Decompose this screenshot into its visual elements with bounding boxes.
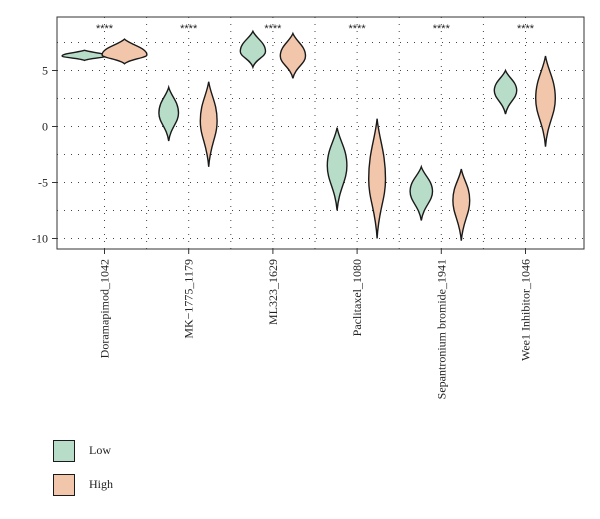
violin-low (61, 49, 108, 62)
violin-high (101, 38, 148, 65)
significance-label: **** (349, 23, 367, 35)
violin-low (158, 84, 180, 142)
x-tick-label: MK−1775_1179 (182, 259, 196, 339)
x-tick-label: Paclitaxel_1080 (350, 259, 364, 336)
significance-label: **** (180, 23, 198, 35)
x-tick-label: Sepantronium bromide_1941 (434, 259, 448, 399)
violins (61, 29, 557, 241)
legend-item-high: High (53, 474, 193, 498)
significance-label: **** (264, 23, 282, 35)
significance-label: **** (96, 23, 114, 35)
y-axis: 5 0 -5 -10 (32, 64, 57, 246)
x-tick-label: Doramapimod_1042 (98, 259, 112, 358)
y-tick-label: -10 (32, 232, 48, 246)
violin-chart: 5 0 -5 -10 **** **** **** **** **** **** Doramap… (32, 16, 585, 399)
violin-high (367, 118, 387, 239)
legend-swatch-high (53, 474, 75, 496)
legend-label-low: Low (89, 443, 111, 457)
significance-labels: **** **** **** **** **** **** (96, 23, 535, 35)
significance-label: **** (433, 23, 451, 35)
violin-high (534, 55, 557, 147)
y-tick-label: -5 (38, 176, 48, 190)
x-tick-label: ML323_1629 (266, 259, 280, 325)
legend-swatch-low (53, 440, 75, 462)
x-axis: Doramapimod_1042 MK−1775_1179 ML323_1629 Pa… (98, 249, 533, 399)
violin-high (452, 168, 471, 241)
violin-high (279, 31, 307, 79)
significance-label: **** (517, 23, 535, 35)
violin-low (326, 127, 348, 211)
x-tick-label: Wee1 Inhibitor_1046 (519, 259, 533, 361)
y-tick-label: 5 (42, 64, 48, 78)
y-tick-label: 0 (42, 120, 48, 134)
legend-item-low: Low (53, 440, 193, 464)
violin-low (409, 164, 434, 221)
plot-frame (56, 16, 585, 250)
violin-low (493, 68, 518, 115)
violin-high (199, 81, 218, 167)
legend-label-high: High (89, 477, 113, 491)
violin-low (239, 29, 267, 70)
